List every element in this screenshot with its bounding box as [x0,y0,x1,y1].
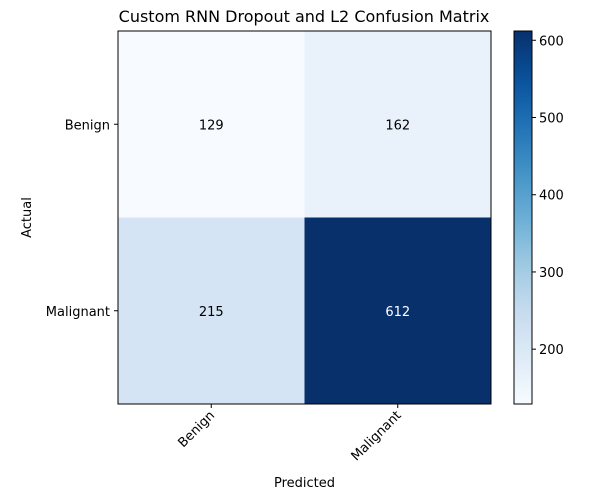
heatmap-cell [304,217,491,404]
cell-value-label: 162 [385,118,410,133]
colorbar [513,30,533,405]
heatmap-cells: 129 162 215 612 [118,31,491,404]
colorbar-tick-label: 400 [539,189,564,204]
colorbar-tick-label: 600 [539,34,564,49]
y-axis-ticks: Benign Malignant [46,118,118,320]
cell-value-label: 612 [385,305,410,320]
y-tick-label: Malignant [46,305,110,320]
colorbar-tick-label: 200 [539,343,564,358]
colorbar-tick-label: 300 [539,266,564,281]
x-tick-label: Malignant [349,408,405,464]
plot-frame [117,30,492,405]
x-tick-label: Benign [175,408,218,451]
heatmap-cell [118,217,305,404]
x-axis-label: Predicted [274,476,335,491]
colorbar-tick-label: 500 [539,111,564,126]
cell-value-label: 215 [199,305,224,320]
colorbar-ticks: 200 300 400 500 600 [532,34,564,358]
heatmap-cell [118,31,305,218]
chart-title: Custom RNN Dropout and L2 Confusion Matr… [119,7,490,26]
x-axis-ticks: Benign Malignant [175,404,405,464]
y-axis-label: Actual [20,197,35,238]
y-tick-label: Benign [65,118,110,133]
cell-value-label: 129 [199,118,224,133]
heatmap-cell [304,31,491,218]
